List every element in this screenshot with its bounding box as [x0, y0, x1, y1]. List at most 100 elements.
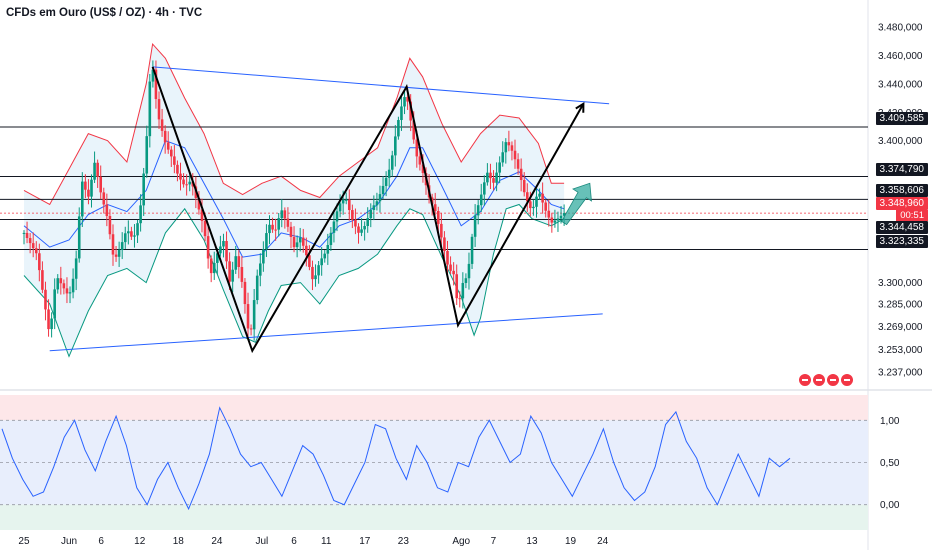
us-flag-icon[interactable] — [798, 373, 812, 387]
candle-body — [357, 226, 360, 233]
candle-body — [344, 199, 348, 201]
candle-body — [130, 231, 133, 237]
candle-body — [22, 232, 26, 234]
time-axis-tick: 6 — [291, 536, 297, 547]
candle-body — [77, 216, 81, 259]
candle-body — [544, 202, 547, 211]
candle-body — [139, 205, 142, 224]
oscillator-line — [1, 406, 791, 511]
candle-body — [501, 152, 505, 163]
candle-body — [483, 182, 486, 195]
price-axis-tick: 3.480,000 — [878, 23, 923, 34]
candle-body — [295, 242, 299, 248]
candle-body — [510, 145, 514, 151]
candle-body — [553, 220, 557, 223]
candle-body — [151, 69, 155, 82]
price-axis-tick: 3.253,000 — [878, 345, 923, 356]
candle-body — [179, 173, 182, 180]
candle-body — [347, 199, 351, 211]
candle-body — [117, 250, 121, 257]
candle-body — [522, 180, 526, 193]
candle-body — [305, 245, 308, 256]
candle-body — [185, 184, 188, 186]
candle-body — [102, 192, 106, 205]
bar-countdown: 00:51 — [896, 210, 928, 221]
candle-body — [363, 226, 366, 230]
candle-body — [320, 258, 323, 266]
candle-body — [338, 203, 342, 212]
us-flag-icon[interactable] — [840, 373, 854, 387]
candle-body — [455, 274, 458, 299]
candle-body — [93, 162, 96, 180]
us-flag-icon[interactable] — [812, 373, 826, 387]
time-axis-tick: 6 — [98, 536, 104, 547]
candle-body — [53, 289, 56, 319]
candle-body — [461, 282, 465, 299]
candle-body — [173, 156, 176, 165]
bollinger-upper — [23, 42, 565, 206]
candle-body — [317, 265, 320, 276]
candle-body — [525, 192, 529, 202]
candle-body — [231, 269, 234, 282]
candle-body — [169, 149, 173, 157]
candle-body — [166, 142, 170, 150]
candle-body — [467, 263, 471, 279]
candle-body — [71, 278, 75, 293]
candle-body — [387, 169, 391, 178]
candle-body — [44, 289, 47, 310]
time-axis-tick: 23 — [398, 536, 410, 547]
price-axis-tick: 3.285,000 — [878, 299, 923, 310]
candle-body — [182, 179, 185, 185]
candle-body — [28, 238, 32, 244]
candle-body — [443, 237, 446, 252]
time-axis-tick: Jun — [61, 536, 77, 547]
candle-body — [397, 120, 400, 137]
candle-body — [246, 304, 250, 329]
oversold-zone — [0, 504, 868, 530]
candle-body — [240, 267, 244, 282]
candle-body — [351, 210, 354, 220]
price-label-3374: 3.374,790 — [875, 163, 928, 176]
candle-body — [114, 254, 118, 257]
candle-body — [265, 233, 268, 250]
symbol-title[interactable]: CFDs em Ouro (US$ / OZ) · 4h · TVC — [6, 7, 203, 19]
candle-body — [262, 249, 265, 264]
candle-body — [62, 283, 66, 289]
candle-body — [41, 270, 44, 290]
candle-body — [400, 106, 403, 121]
candle-body — [381, 185, 385, 195]
candle-body — [547, 210, 551, 218]
candle-body — [249, 328, 253, 330]
us-flag-icon[interactable] — [826, 373, 840, 387]
economic-events[interactable] — [798, 373, 858, 387]
candle-body — [292, 236, 296, 248]
candle-body — [127, 231, 130, 234]
candle-body — [216, 253, 219, 263]
candle-body — [335, 211, 339, 222]
candle-body — [142, 173, 145, 206]
candle-body — [59, 278, 63, 284]
time-axis-tick: 12 — [134, 536, 146, 547]
time-axis-tick: 18 — [173, 536, 185, 547]
candle-body — [550, 217, 554, 223]
candle-body — [219, 246, 222, 254]
candle-body — [274, 229, 277, 231]
candle-body — [228, 261, 231, 282]
candle-body — [154, 69, 158, 100]
candle-body — [479, 194, 483, 206]
candle-body — [332, 221, 336, 233]
candle-body — [354, 219, 357, 227]
candle-body — [206, 236, 210, 259]
candle-body — [203, 221, 207, 237]
candle-body — [25, 232, 29, 239]
candle-body — [80, 181, 84, 217]
candle-body — [369, 209, 373, 219]
oscillator-axis-tick: 1,00 — [880, 416, 900, 427]
candle-body — [486, 172, 489, 183]
candle-body — [96, 162, 99, 177]
zigzag-arrowhead — [575, 101, 585, 113]
price-label-3323: 3.323,335 — [875, 235, 928, 248]
candle-body — [449, 264, 452, 271]
